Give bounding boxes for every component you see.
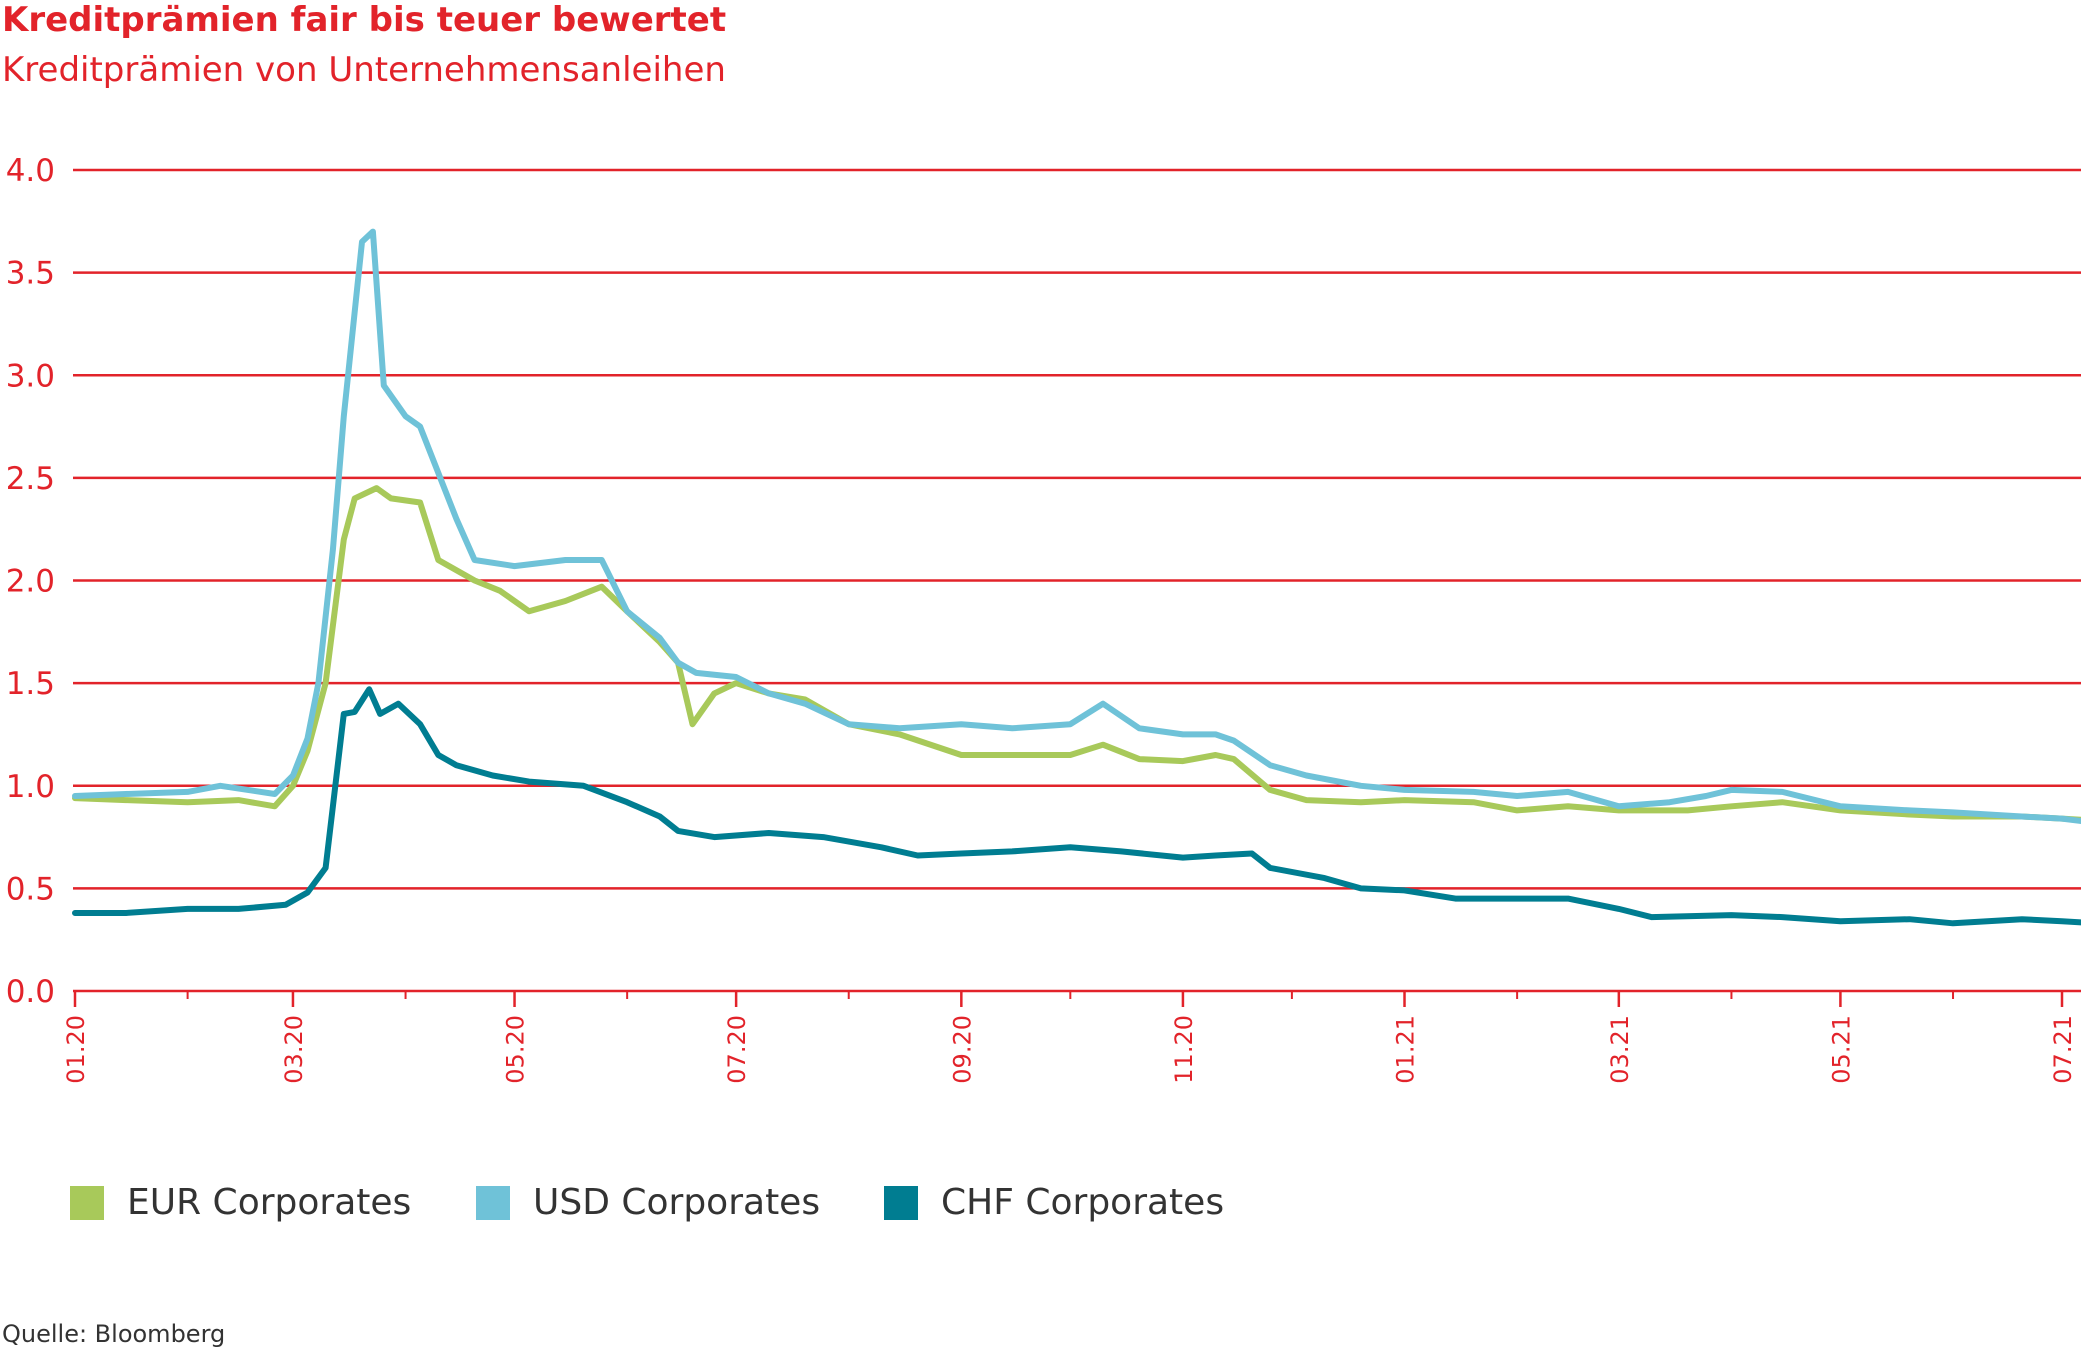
- y-tick-label: 1.5: [6, 666, 55, 702]
- legend-label: USD Corporates: [533, 1182, 820, 1223]
- legend-swatch: [884, 1186, 918, 1220]
- legend-swatch: [70, 1186, 104, 1220]
- source-note: Quelle: Bloomberg: [2, 1320, 226, 1348]
- chart-title: Kreditprämien fair bis teuer bewertet: [2, 0, 727, 40]
- x-tick-label: 05.21: [1827, 1015, 1855, 1084]
- series-line: [72, 228, 2081, 825]
- y-tick-label: 4.0: [6, 153, 55, 189]
- x-tick-label: 03.20: [280, 1015, 308, 1084]
- y-axis-ticks: 0.0 0.5 1.0 1.5 2.0 2.5 3.0 3.5 4.0: [6, 153, 55, 1010]
- y-tick-label: 0.5: [6, 871, 55, 907]
- grid-lines: [73, 168, 2081, 993]
- y-tick-label: 3.0: [6, 358, 55, 394]
- x-tick-label: 07.20: [723, 1015, 751, 1084]
- y-tick-label: 0.0: [6, 974, 55, 1010]
- legend-label: EUR Corporates: [127, 1182, 411, 1223]
- x-tick-label: 01.21: [1392, 1015, 1420, 1084]
- x-tick-label: 03.21: [1606, 1015, 1634, 1084]
- y-tick-label: 3.5: [6, 256, 55, 292]
- chart-subtitle: Kreditprämien von Unternehmensanleihen: [2, 50, 726, 90]
- x-tick-label: 09.20: [948, 1015, 976, 1084]
- y-tick-label: 1.0: [6, 769, 55, 805]
- x-tick-label: 01.20: [62, 1015, 90, 1084]
- x-tick-label: 11.20: [1170, 1015, 1198, 1084]
- x-axis: 01.20 03.20 05.20 07.20 09.20 11.20 01.21 03.21…: [62, 991, 2077, 1084]
- series-line: [72, 485, 2081, 823]
- series-line: [72, 686, 2081, 927]
- y-tick-label: 2.0: [6, 564, 55, 600]
- legend-label: CHF Corporates: [941, 1182, 1224, 1223]
- x-tick-label: 07.21: [2049, 1015, 2077, 1084]
- x-tick-label: 05.20: [502, 1015, 530, 1084]
- series-lines: [72, 228, 2081, 927]
- legend-swatch: [476, 1186, 510, 1220]
- y-tick-label: 2.5: [6, 461, 55, 497]
- legend: EUR Corporates USD Corporates CHF Corporat…: [70, 1182, 1224, 1223]
